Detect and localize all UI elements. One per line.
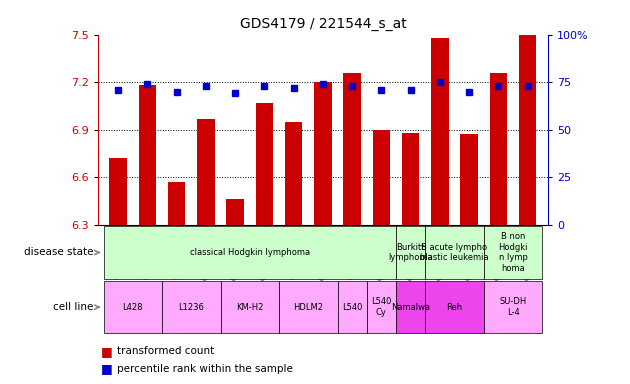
Bar bbox=[285, 122, 302, 225]
Bar bbox=[103, 281, 162, 333]
Bar bbox=[431, 38, 449, 225]
Text: transformed count: transformed count bbox=[117, 346, 214, 356]
Bar bbox=[372, 129, 390, 225]
Bar bbox=[197, 119, 215, 225]
Text: KM-H2: KM-H2 bbox=[236, 303, 263, 312]
Bar bbox=[396, 281, 425, 333]
Bar bbox=[110, 158, 127, 225]
Bar bbox=[256, 103, 273, 225]
Bar bbox=[461, 134, 478, 225]
Text: ■: ■ bbox=[101, 345, 113, 358]
Text: classical Hodgkin lymphoma: classical Hodgkin lymphoma bbox=[190, 248, 310, 257]
Bar bbox=[168, 182, 185, 225]
Text: L1236: L1236 bbox=[178, 303, 204, 312]
Bar bbox=[226, 199, 244, 225]
Bar bbox=[425, 226, 484, 279]
Text: B non
Hodgki
n lymp
homa: B non Hodgki n lymp homa bbox=[498, 232, 528, 273]
Text: HDLM2: HDLM2 bbox=[293, 303, 323, 312]
Text: Namalwa: Namalwa bbox=[391, 303, 430, 312]
Bar bbox=[425, 281, 484, 333]
Bar bbox=[103, 226, 396, 279]
Text: SU-DH
L-4: SU-DH L-4 bbox=[500, 298, 527, 317]
Bar bbox=[519, 35, 536, 225]
Text: Burkitt
lymphoma: Burkitt lymphoma bbox=[388, 243, 433, 262]
Bar bbox=[162, 281, 220, 333]
Text: B acute lympho
blastic leukemia: B acute lympho blastic leukemia bbox=[420, 243, 489, 262]
Bar bbox=[279, 281, 338, 333]
Text: cell line: cell line bbox=[53, 302, 100, 312]
Title: GDS4179 / 221544_s_at: GDS4179 / 221544_s_at bbox=[239, 17, 406, 31]
Bar bbox=[396, 226, 425, 279]
Bar bbox=[220, 281, 279, 333]
Text: ■: ■ bbox=[101, 362, 113, 375]
Bar bbox=[402, 133, 420, 225]
Bar bbox=[314, 82, 331, 225]
Text: L428: L428 bbox=[122, 303, 143, 312]
Bar bbox=[338, 281, 367, 333]
Bar bbox=[490, 73, 507, 225]
Text: L540
Cy: L540 Cy bbox=[371, 298, 392, 317]
Bar bbox=[484, 281, 542, 333]
Text: L540: L540 bbox=[342, 303, 362, 312]
Text: percentile rank within the sample: percentile rank within the sample bbox=[117, 364, 292, 374]
Bar bbox=[484, 226, 542, 279]
Bar bbox=[367, 281, 396, 333]
Bar bbox=[139, 85, 156, 225]
Text: disease state: disease state bbox=[24, 247, 100, 258]
Bar bbox=[343, 73, 361, 225]
Text: Reh: Reh bbox=[447, 303, 462, 312]
